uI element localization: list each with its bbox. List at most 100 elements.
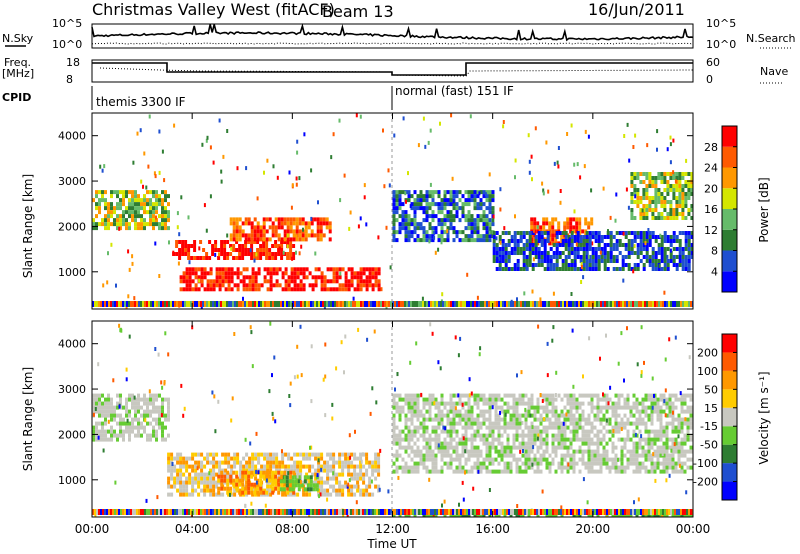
power-cell	[164, 214, 167, 219]
power-cell	[200, 279, 204, 284]
velocity-cell	[494, 513, 498, 517]
velocity-cell	[113, 413, 116, 418]
power-cell	[687, 243, 691, 247]
power-cell	[221, 279, 225, 284]
velocity-cell	[476, 433, 480, 438]
power-cell	[687, 259, 691, 263]
velocity-cell	[206, 484, 210, 489]
velocity-cell	[536, 457, 540, 462]
velocity-cell	[548, 453, 552, 458]
velocity-cell	[488, 401, 492, 406]
velocity-cell	[362, 492, 366, 497]
power-cell	[118, 301, 120, 307]
velocity-cell	[683, 409, 687, 414]
nave-tick-top: 60	[706, 56, 720, 69]
velocity-cell	[629, 405, 633, 410]
velocity-cell	[341, 452, 345, 457]
power-cell	[559, 189, 562, 193]
velocity-cell	[116, 433, 119, 438]
power-cell	[229, 217, 233, 222]
velocity-cell	[500, 417, 504, 422]
velocity-cell	[218, 460, 222, 465]
power-cell	[498, 235, 502, 239]
velocity-cell	[548, 461, 552, 466]
velocity-cell	[482, 393, 486, 398]
velocity-cell	[92, 397, 95, 402]
velocity-cell	[239, 488, 243, 493]
velocity-cell	[548, 409, 552, 414]
velocity-cell	[425, 417, 429, 422]
power-cell	[437, 190, 441, 195]
cpid-label: CPID	[2, 91, 31, 104]
power-cell	[251, 279, 255, 284]
power-cell	[651, 231, 655, 235]
velocity-cell	[179, 460, 183, 465]
velocity-cell	[608, 429, 612, 434]
velocity-cell	[596, 397, 600, 402]
power-cell	[542, 191, 545, 196]
power-cell	[407, 171, 409, 176]
power-cell	[167, 226, 170, 231]
velocity-cell	[488, 453, 492, 458]
power-cell	[510, 301, 512, 307]
velocity-cell	[476, 405, 480, 410]
power-cell	[467, 234, 471, 239]
power-cell	[194, 267, 198, 272]
power-cell	[555, 243, 559, 247]
velocity-cell	[104, 401, 107, 406]
power-cell	[328, 221, 332, 226]
velocity-cell	[452, 469, 456, 474]
velocity-cell	[590, 437, 594, 442]
velocity-cell	[101, 433, 104, 438]
velocity-cell	[443, 449, 447, 454]
velocity-cell	[572, 453, 576, 458]
power-cell	[437, 218, 441, 223]
velocity-cell	[395, 449, 399, 454]
power-cell	[534, 235, 538, 239]
velocity-cell	[212, 468, 216, 473]
power-cell	[663, 290, 666, 295]
velocity-cell	[292, 470, 296, 475]
velocity-cell	[158, 405, 161, 410]
velocity-cell	[407, 445, 411, 450]
power-cell	[669, 160, 672, 165]
power-cell	[247, 252, 251, 256]
power-cell	[102, 283, 105, 288]
power-cell	[502, 301, 504, 307]
power-cell	[594, 259, 598, 263]
power-cell	[657, 267, 661, 271]
power-cell	[422, 210, 426, 215]
power-cell	[531, 177, 533, 182]
velocity-cell	[191, 492, 195, 497]
velocity-cell	[569, 437, 573, 442]
power-cell	[449, 214, 453, 219]
velocity-cell	[545, 433, 549, 438]
power-cell	[92, 198, 95, 203]
velocity-cell	[656, 457, 660, 462]
velocity-cell	[656, 405, 660, 410]
velocity-cell	[647, 469, 651, 474]
power-cell	[654, 196, 658, 200]
velocity-cell	[599, 421, 603, 426]
power-cell	[128, 206, 131, 211]
velocity-cell	[291, 475, 295, 480]
velocity-cell	[614, 453, 618, 458]
power-cell	[425, 194, 429, 199]
power-cell	[320, 287, 324, 292]
power-cell	[262, 233, 266, 238]
velocity-cell	[680, 417, 684, 422]
power-cell	[582, 235, 586, 239]
velocity-cell	[104, 429, 107, 434]
velocity-cell	[647, 441, 651, 446]
velocity-cell	[200, 460, 204, 465]
power-cell	[392, 210, 396, 215]
velocity-cell	[527, 437, 531, 442]
velocity-cell	[638, 437, 642, 442]
velocity-cell	[590, 469, 594, 474]
velocity-cell	[533, 453, 537, 458]
velocity-cell	[232, 482, 236, 487]
velocity-cell	[344, 456, 348, 461]
power-cell	[470, 194, 474, 199]
velocity-cell	[461, 453, 465, 458]
power-cell	[642, 231, 646, 235]
